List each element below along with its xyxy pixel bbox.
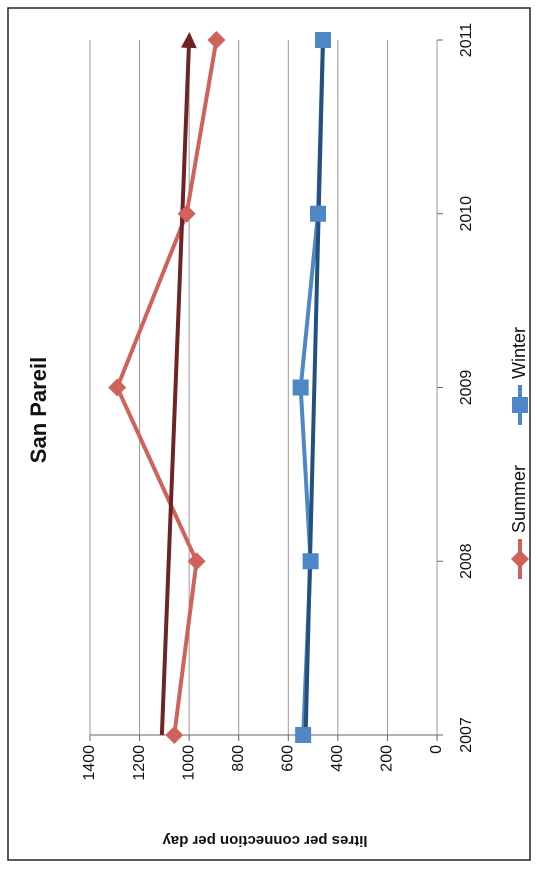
y-tick-label: 800 xyxy=(230,745,247,772)
legend-label: Winter xyxy=(509,327,529,379)
y-tick-label: 1200 xyxy=(131,745,148,781)
rotated-chart: San Pareil litres per connection per day… xyxy=(26,23,529,849)
x-tick-label: 2009 xyxy=(458,370,475,406)
data-point xyxy=(302,553,319,570)
data-point xyxy=(310,205,327,222)
y-tick-label: 400 xyxy=(329,745,346,772)
data-point xyxy=(314,32,331,48)
y-tick-label: 200 xyxy=(379,745,396,772)
data-point xyxy=(165,726,184,744)
legend-label: Summer xyxy=(509,465,529,533)
frame xyxy=(7,7,531,861)
y-tick-label: 1000 xyxy=(180,745,197,781)
x-tick-label: 2010 xyxy=(458,196,475,232)
data-point xyxy=(108,378,127,397)
y-axis-title: litres per connection per day xyxy=(162,832,368,849)
y-tick-label: 1400 xyxy=(81,745,98,781)
data-point xyxy=(187,552,206,571)
x-tick-label: 2008 xyxy=(458,543,475,579)
data-point xyxy=(512,396,528,413)
x-tick-label: 2007 xyxy=(458,717,475,753)
data-point xyxy=(207,31,226,49)
chart-title: San Pareil xyxy=(26,357,51,463)
y-tick-label: 600 xyxy=(280,745,297,772)
data-point xyxy=(295,727,312,743)
trend-line xyxy=(303,32,331,736)
data-point xyxy=(177,204,196,223)
y-tick-label: 0 xyxy=(428,745,445,754)
x-tick-label: 2011 xyxy=(458,23,475,58)
trend-line xyxy=(159,32,197,736)
data-point xyxy=(292,379,309,396)
data-point xyxy=(511,550,529,568)
